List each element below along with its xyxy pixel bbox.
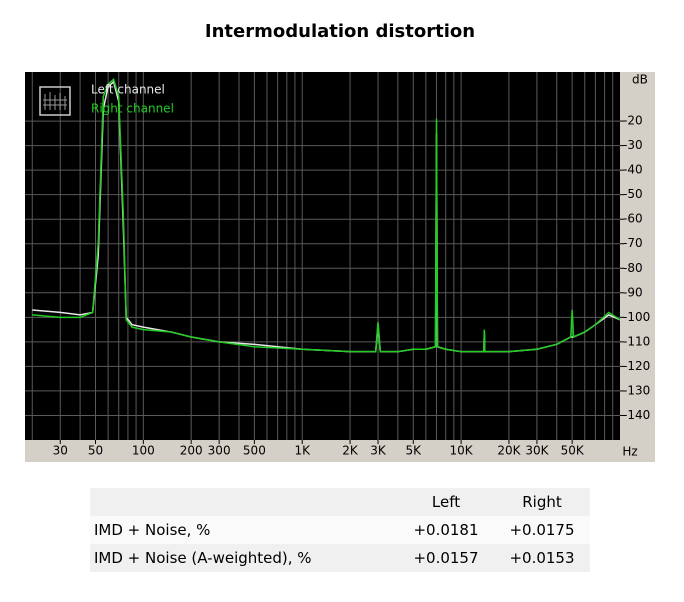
legend-icon-grid [43,92,67,110]
x-tick-label: 50 [88,444,103,458]
column-header: Right [522,493,562,511]
column-header: Left [431,493,461,511]
row-label: IMD + Noise (A-weighted), % [94,549,312,567]
x-tick-label: 200 [180,444,203,458]
x-tick-label: 10K [450,444,474,458]
results-table: Left Right IMD + Noise, % +0.0181 +0.0175 IMD… [90,488,590,572]
chart-title: Intermodulation distortion [205,21,475,42]
y-tick-label: -140 [623,408,650,422]
y-tick-label: -50 [623,187,643,201]
cell-value: +0.0157 [413,549,479,567]
y-tick-label: -70 [623,236,643,250]
x-tick-label: 5K [406,444,423,458]
y-tick-label: -30 [623,138,643,152]
cell-value: +0.0175 [509,521,575,539]
legend-entry: Right channel [91,102,174,116]
x-tick-label: 100 [132,444,155,458]
x-tick-label: 30K [525,444,549,458]
y-tick-label: -80 [623,261,643,275]
legend-icon [39,86,71,116]
x-tick-label: 300 [208,444,231,458]
x-tick-label: 3K [370,444,387,458]
x-tick-label: 20K [497,444,521,458]
y-tick-label: -40 [623,163,643,177]
legend-entry: Left channel [91,83,165,97]
y-tick-label: -90 [623,285,643,299]
y-tick-label: -20 [623,114,643,128]
x-axis-label: Hz [622,445,637,459]
table-header: Left Right [90,488,590,516]
plot-area [25,72,620,440]
cell-value: +0.0153 [509,549,575,567]
row-label: IMD + Noise, % [94,521,211,539]
y-axis-label: dB [632,73,648,87]
x-tick-label: 30 [53,444,68,458]
cell-value: +0.0181 [413,521,479,539]
x-tick-label: 2K [342,444,359,458]
x-tick-label: 1K [294,444,311,458]
series-line [32,78,620,353]
table-row: IMD + Noise (A-weighted), % +0.0157 +0.015… [90,544,590,572]
x-tick-label: 500 [243,444,266,458]
y-tick-label: -60 [623,212,643,226]
y-tick-label: -100 [623,310,650,324]
y-tick-label: -110 [623,334,650,348]
y-tick-label: -120 [623,359,650,373]
y-tick-label: -130 [623,383,650,397]
table-row: IMD + Noise, % +0.0181 +0.0175 [90,516,590,544]
x-tick-label: 50K [561,444,585,458]
